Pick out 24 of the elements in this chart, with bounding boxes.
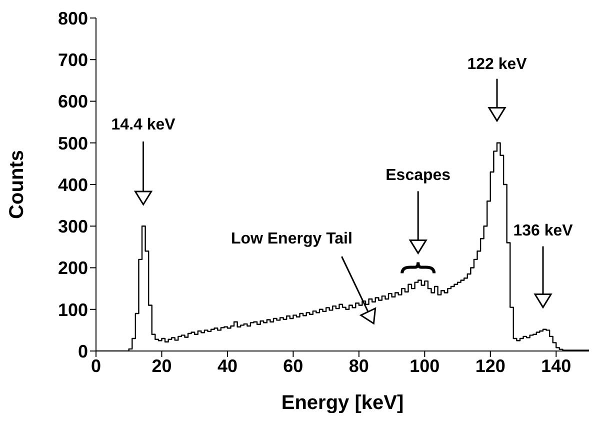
annotation: Low Energy Tail [230,230,352,248]
annotation: 136 keV [513,222,574,240]
y-tick-label: 500 [58,133,88,154]
x-tick-label: 40 [217,356,238,376]
annotation: 122 keV [467,56,528,73]
y-tick-label: 700 [58,50,88,70]
y-tick-label: 200 [58,258,88,278]
y-tick-label: 0 [78,341,88,362]
x-tick-label: 100 [410,356,440,376]
x-tick-label: 20 [152,356,172,376]
y-axis-title: Counts [6,150,28,219]
x-tick-label: 0 [90,356,102,376]
y-tick-label: 100 [58,300,88,320]
annotation: 14.4 keV [111,116,176,134]
annotation: Escapes [386,167,451,184]
y-tick-label: 300 [58,216,88,237]
y-tick-label: 800 [58,8,88,28]
y-tick-label: 400 [58,174,88,195]
x-axis-title: Energy [keV] [281,392,404,414]
y-tick-label: 600 [58,92,88,112]
x-tick-label: 140 [541,356,572,376]
x-tick-label: 80 [348,356,369,376]
x-tick-label: 60 [283,356,304,376]
x-tick-label: 120 [475,356,506,376]
